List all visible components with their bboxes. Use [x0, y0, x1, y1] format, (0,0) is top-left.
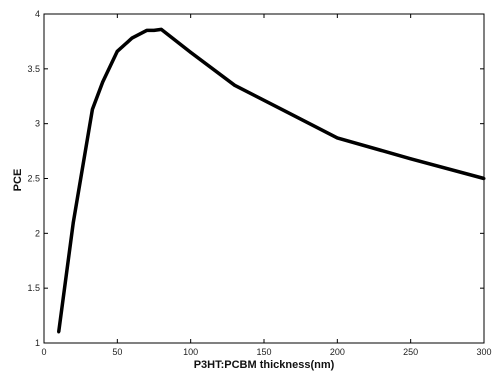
y-tick-label: 4 — [35, 9, 40, 19]
y-tick-label: 3 — [35, 119, 40, 129]
data-point — [233, 83, 237, 87]
x-tick-label: 250 — [403, 347, 418, 357]
x-tick-label: 100 — [183, 347, 198, 357]
series-layer — [56, 27, 486, 334]
data-point — [409, 157, 413, 161]
x-tick-label: 0 — [41, 347, 46, 357]
plot-area — [43, 13, 485, 344]
x-axis-title: P3HT:PCBM thickness(nm) — [194, 359, 335, 371]
data-point — [71, 220, 75, 224]
data-point — [57, 330, 61, 334]
y-tick-label: 1 — [35, 338, 40, 348]
x-tick-label: 150 — [256, 347, 271, 357]
y-tick-label: 3.5 — [27, 64, 40, 74]
y-tick-label: 2.5 — [27, 174, 40, 184]
y-tick-label: 1.5 — [27, 283, 40, 293]
data-point — [482, 177, 486, 180]
x-tick-label: 300 — [476, 347, 491, 357]
data-point — [115, 49, 119, 53]
data-point — [189, 50, 193, 54]
data-point — [159, 27, 163, 31]
data-point — [335, 136, 339, 140]
y-axis-title: PCE — [12, 169, 24, 192]
x-tick-label: 200 — [330, 347, 345, 357]
data-point — [152, 28, 156, 32]
x-axis-ticks: 0 50 100 150 200 250 300 — [41, 14, 492, 357]
data-point — [101, 80, 105, 84]
x-tick-label: 50 — [112, 347, 122, 357]
data-point — [284, 110, 288, 114]
data-point — [145, 28, 149, 32]
y-tick-label: 2 — [35, 228, 40, 238]
data-point — [130, 36, 134, 40]
data-point — [90, 107, 94, 111]
